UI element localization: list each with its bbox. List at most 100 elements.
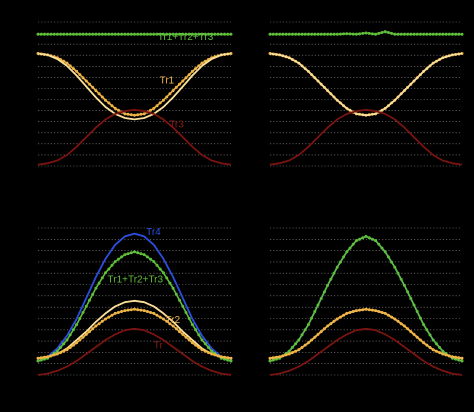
- data-point: [370, 237, 374, 241]
- series-line-tr4: [37, 232, 232, 362]
- data-point: [310, 32, 314, 36]
- data-point: [78, 32, 82, 36]
- data-point: [438, 346, 442, 349]
- data-point: [322, 32, 326, 36]
- data-point: [297, 348, 301, 352]
- data-point: [181, 304, 185, 308]
- data-point: [165, 32, 169, 36]
- data-point: [142, 309, 146, 313]
- data-point: [104, 32, 107, 36]
- data-point: [113, 260, 117, 264]
- data-point: [113, 32, 117, 36]
- data-point: [49, 354, 53, 358]
- data-point: [399, 322, 403, 326]
- data-point: [97, 281, 101, 285]
- series-line-p3-s1: [269, 235, 463, 362]
- data-point: [197, 333, 201, 337]
- data-point: [322, 290, 326, 294]
- data-point: [59, 351, 62, 355]
- data-point: [460, 359, 464, 363]
- data-point: [36, 359, 40, 363]
- data-point: [145, 255, 149, 259]
- data-point: [152, 260, 156, 264]
- data-point: [158, 315, 162, 319]
- data-point: [129, 308, 133, 312]
- data-point: [39, 358, 43, 362]
- data-point: [431, 348, 435, 352]
- data-point: [284, 353, 288, 357]
- series-label: Tr3: [169, 120, 184, 131]
- data-point: [142, 112, 146, 116]
- data-point: [107, 32, 111, 36]
- data-point: [303, 32, 307, 36]
- data-point: [287, 349, 291, 353]
- data-point: [84, 304, 88, 308]
- data-point: [310, 338, 314, 342]
- data-point: [142, 253, 146, 257]
- data-point: [155, 32, 159, 36]
- data-point: [390, 315, 394, 319]
- data-point: [213, 32, 217, 36]
- data-point: [402, 32, 406, 36]
- data-point: [120, 255, 124, 259]
- data-point: [393, 32, 397, 36]
- data-point: [110, 104, 114, 108]
- data-point: [303, 343, 307, 347]
- data-point: [412, 332, 416, 336]
- data-point: [306, 341, 310, 345]
- data-point: [396, 271, 400, 275]
- data-point: [71, 67, 75, 71]
- data-point: [36, 32, 40, 36]
- data-point: [84, 79, 88, 83]
- series-label: Tr1: [160, 76, 175, 87]
- data-point: [294, 349, 298, 353]
- data-point: [94, 89, 98, 93]
- data-point: [203, 349, 207, 353]
- data-point: [200, 32, 204, 36]
- data-point: [390, 31, 394, 35]
- data-point: [457, 356, 461, 360]
- data-point: [345, 311, 349, 315]
- data-point: [354, 309, 358, 313]
- data-point: [441, 349, 445, 353]
- data-point: [418, 32, 422, 36]
- data-point: [268, 359, 272, 363]
- data-point: [129, 113, 133, 117]
- data-point: [194, 67, 198, 71]
- data-point: [278, 32, 282, 36]
- data-point: [149, 311, 153, 314]
- data-point: [313, 335, 317, 339]
- data-point: [342, 313, 346, 317]
- data-point: [168, 322, 172, 326]
- data-point: [294, 32, 298, 36]
- data-point: [319, 32, 323, 36]
- data-point: [52, 32, 56, 36]
- data-point: [187, 32, 191, 36]
- data-point: [161, 98, 165, 102]
- data-point: [197, 64, 201, 68]
- data-point: [120, 32, 124, 36]
- data-point: [59, 346, 62, 349]
- data-point: [274, 355, 278, 359]
- data-point: [358, 32, 362, 36]
- data-point: [338, 315, 342, 319]
- data-point: [171, 286, 175, 290]
- data-point: [367, 31, 371, 35]
- data-point: [396, 32, 400, 36]
- data-point: [200, 61, 204, 65]
- data-point: [91, 32, 95, 36]
- data-point: [460, 32, 464, 36]
- data-point: [139, 32, 143, 36]
- data-point: [94, 324, 98, 328]
- data-point: [168, 281, 172, 285]
- data-point: [390, 260, 394, 264]
- data-point: [361, 236, 365, 240]
- data-point: [418, 338, 422, 342]
- data-point: [348, 32, 352, 36]
- data-point: [149, 108, 153, 112]
- data-point: [149, 32, 153, 36]
- data-point: [210, 32, 214, 36]
- data-point: [75, 323, 79, 327]
- data-point: [200, 338, 204, 342]
- data-point: [367, 308, 371, 312]
